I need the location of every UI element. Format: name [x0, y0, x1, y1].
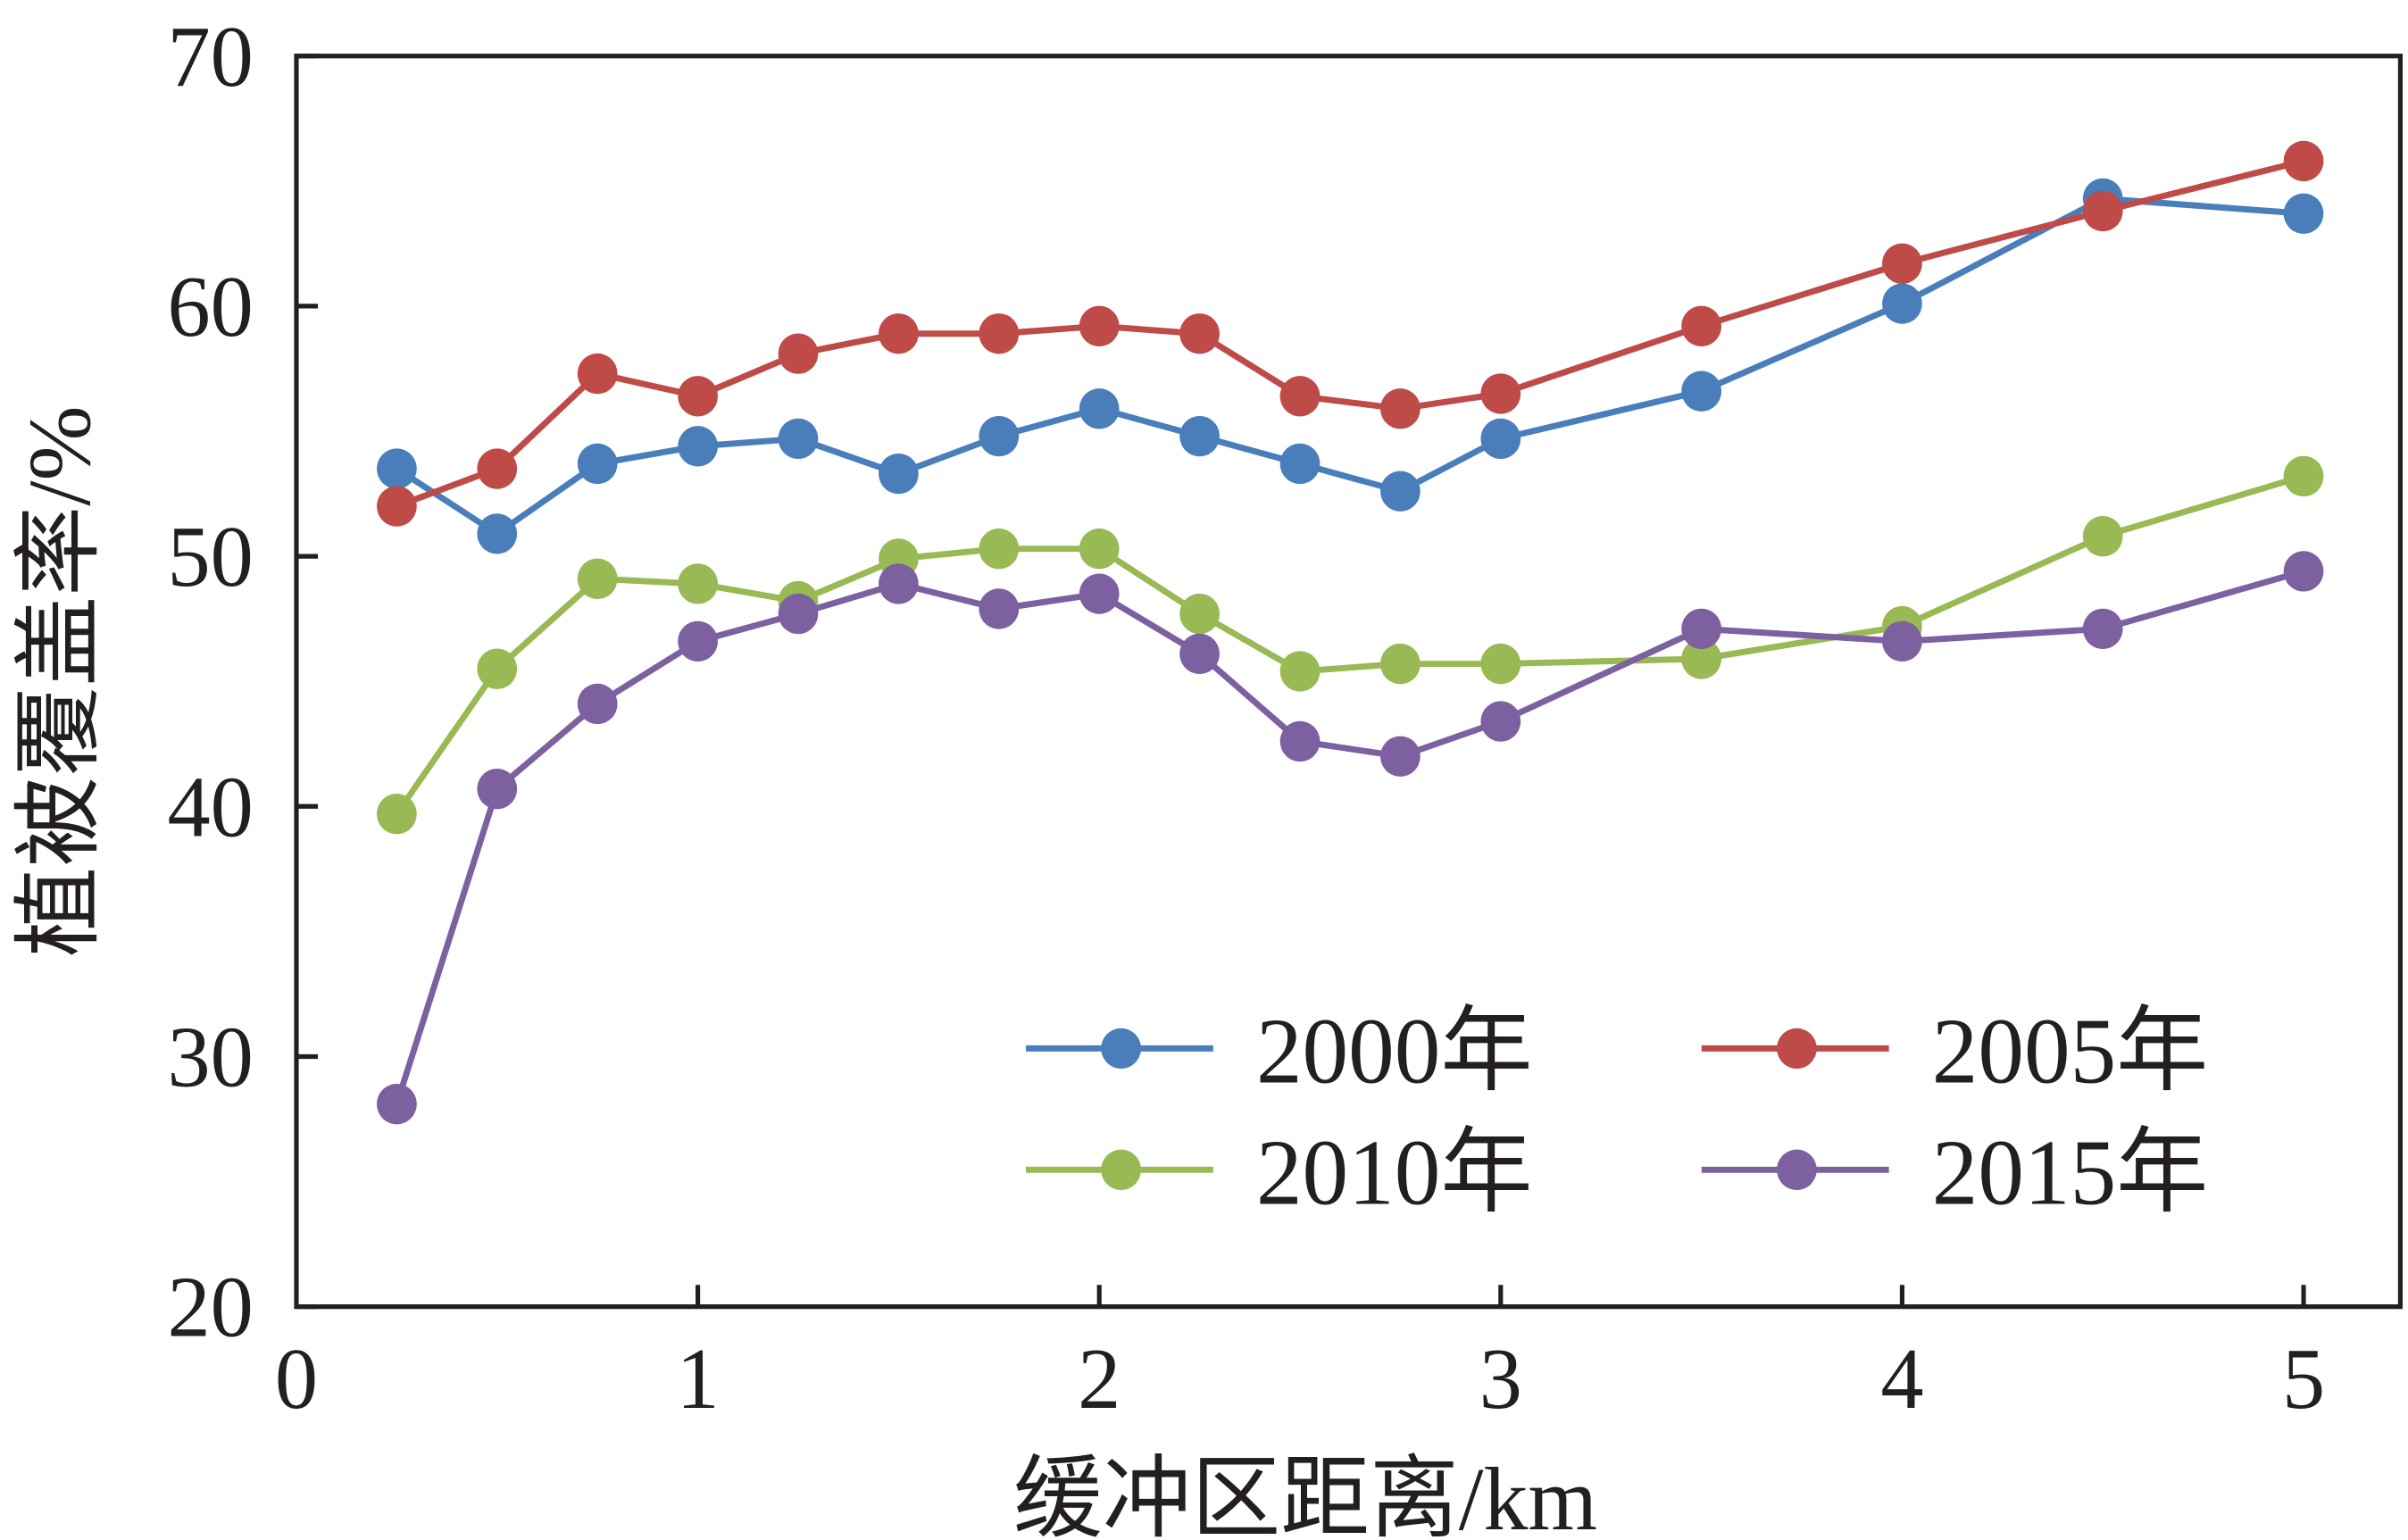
data-point [1079, 529, 1120, 570]
series-2005年 [377, 140, 2324, 527]
data-point [1480, 701, 1521, 742]
data-point [377, 486, 417, 527]
data-point [2283, 140, 2324, 182]
series-2015年 [377, 551, 2324, 1125]
legend-label: 2005年 [1932, 1000, 2209, 1103]
series-line [394, 568, 2304, 1105]
data-point [577, 443, 618, 485]
data-point [979, 588, 1020, 629]
data-point [377, 448, 417, 489]
data-point [377, 794, 417, 835]
data-point [1380, 470, 1421, 512]
data-point [377, 1084, 417, 1125]
series-line [396, 158, 2304, 510]
data-point [1882, 243, 1922, 284]
data-point [1179, 633, 1220, 675]
data-point [477, 513, 518, 554]
data-point [1079, 573, 1120, 614]
data-point [577, 558, 618, 599]
legend-item: 2015年 [1701, 1121, 2209, 1225]
data-point [778, 418, 819, 460]
data-point [678, 426, 718, 467]
data-point [1681, 370, 1721, 412]
data-point [879, 563, 919, 604]
data-point [879, 453, 919, 495]
legend-marker [1101, 1028, 1141, 1070]
x-tick-label: 3 [1479, 1330, 1522, 1427]
legend-label: 2015年 [1932, 1121, 2209, 1225]
data-point [1480, 643, 1521, 685]
y-tick-label: 40 [167, 759, 253, 855]
data-point [477, 648, 518, 689]
data-point [1681, 638, 1721, 679]
data-point [577, 683, 618, 725]
data-point [1279, 651, 1321, 692]
series-line [394, 473, 2305, 816]
y-axis-label: 植被覆盖率/% [10, 405, 108, 957]
y-tick-label: 70 [167, 8, 253, 104]
x-tick-label: 1 [677, 1330, 720, 1427]
series-group [377, 140, 2324, 1125]
data-point [979, 529, 1020, 570]
series-2010年 [377, 455, 2324, 835]
data-point [979, 415, 1020, 457]
series-2000年 [377, 178, 2324, 554]
data-point [979, 313, 1020, 354]
x-tick-label: 2 [1078, 1330, 1121, 1427]
data-point [1380, 643, 1421, 685]
series-line [395, 195, 2304, 538]
data-point [1380, 388, 1421, 429]
data-point [1480, 373, 1521, 414]
data-point [1681, 608, 1721, 649]
data-point [577, 353, 618, 395]
data-point [477, 448, 518, 489]
legend-label: 2010年 [1256, 1121, 1533, 1225]
x-tick-label: 5 [2282, 1330, 2325, 1427]
data-point [1882, 620, 1922, 662]
data-point [1179, 313, 1220, 354]
x-tick-label: 0 [275, 1330, 318, 1427]
data-point [1079, 305, 1120, 346]
data-point [1279, 376, 1321, 417]
legend: 2000年 2005年 2010年 2015年 [1025, 1000, 2209, 1225]
data-point [1179, 593, 1220, 635]
data-point [678, 620, 718, 662]
data-point [1380, 736, 1421, 777]
axis-ticks: 0 1 2 3 4 5 20 30 40 50 60 70 [167, 8, 2325, 1427]
data-point [1279, 443, 1321, 485]
data-point [2082, 608, 2123, 649]
data-point [2283, 193, 2324, 234]
data-point [1480, 418, 1521, 460]
data-point [2082, 190, 2123, 232]
data-point [2283, 455, 2324, 497]
data-point [1079, 388, 1120, 429]
legend-item: 2000年 [1025, 1000, 1533, 1103]
legend-marker [1777, 1028, 1817, 1070]
data-point [678, 563, 718, 604]
x-axis-label: 缓冲区距离/km [1013, 1449, 1597, 1540]
data-point [879, 313, 919, 354]
y-tick-label: 50 [167, 509, 253, 605]
y-tick-label: 30 [167, 1009, 253, 1105]
data-point [2283, 551, 2324, 592]
data-point [778, 333, 819, 374]
legend-label: 2000年 [1256, 1000, 1533, 1103]
legend-item: 2005年 [1701, 1000, 2209, 1103]
data-point [1279, 720, 1321, 762]
legend-marker [1777, 1149, 1817, 1190]
data-point [1882, 283, 1922, 324]
data-point [678, 376, 718, 417]
data-point [1681, 305, 1721, 346]
data-point [778, 593, 819, 635]
x-tick-label: 4 [1880, 1330, 1923, 1427]
plot-frame [294, 54, 2403, 1310]
legend-item: 2010年 [1025, 1121, 1533, 1225]
y-tick-label: 60 [167, 258, 253, 354]
data-point [1179, 415, 1220, 457]
data-point [2082, 516, 2123, 557]
legend-marker [1101, 1149, 1141, 1190]
y-tick-label: 20 [167, 1259, 253, 1355]
data-point [477, 769, 518, 810]
